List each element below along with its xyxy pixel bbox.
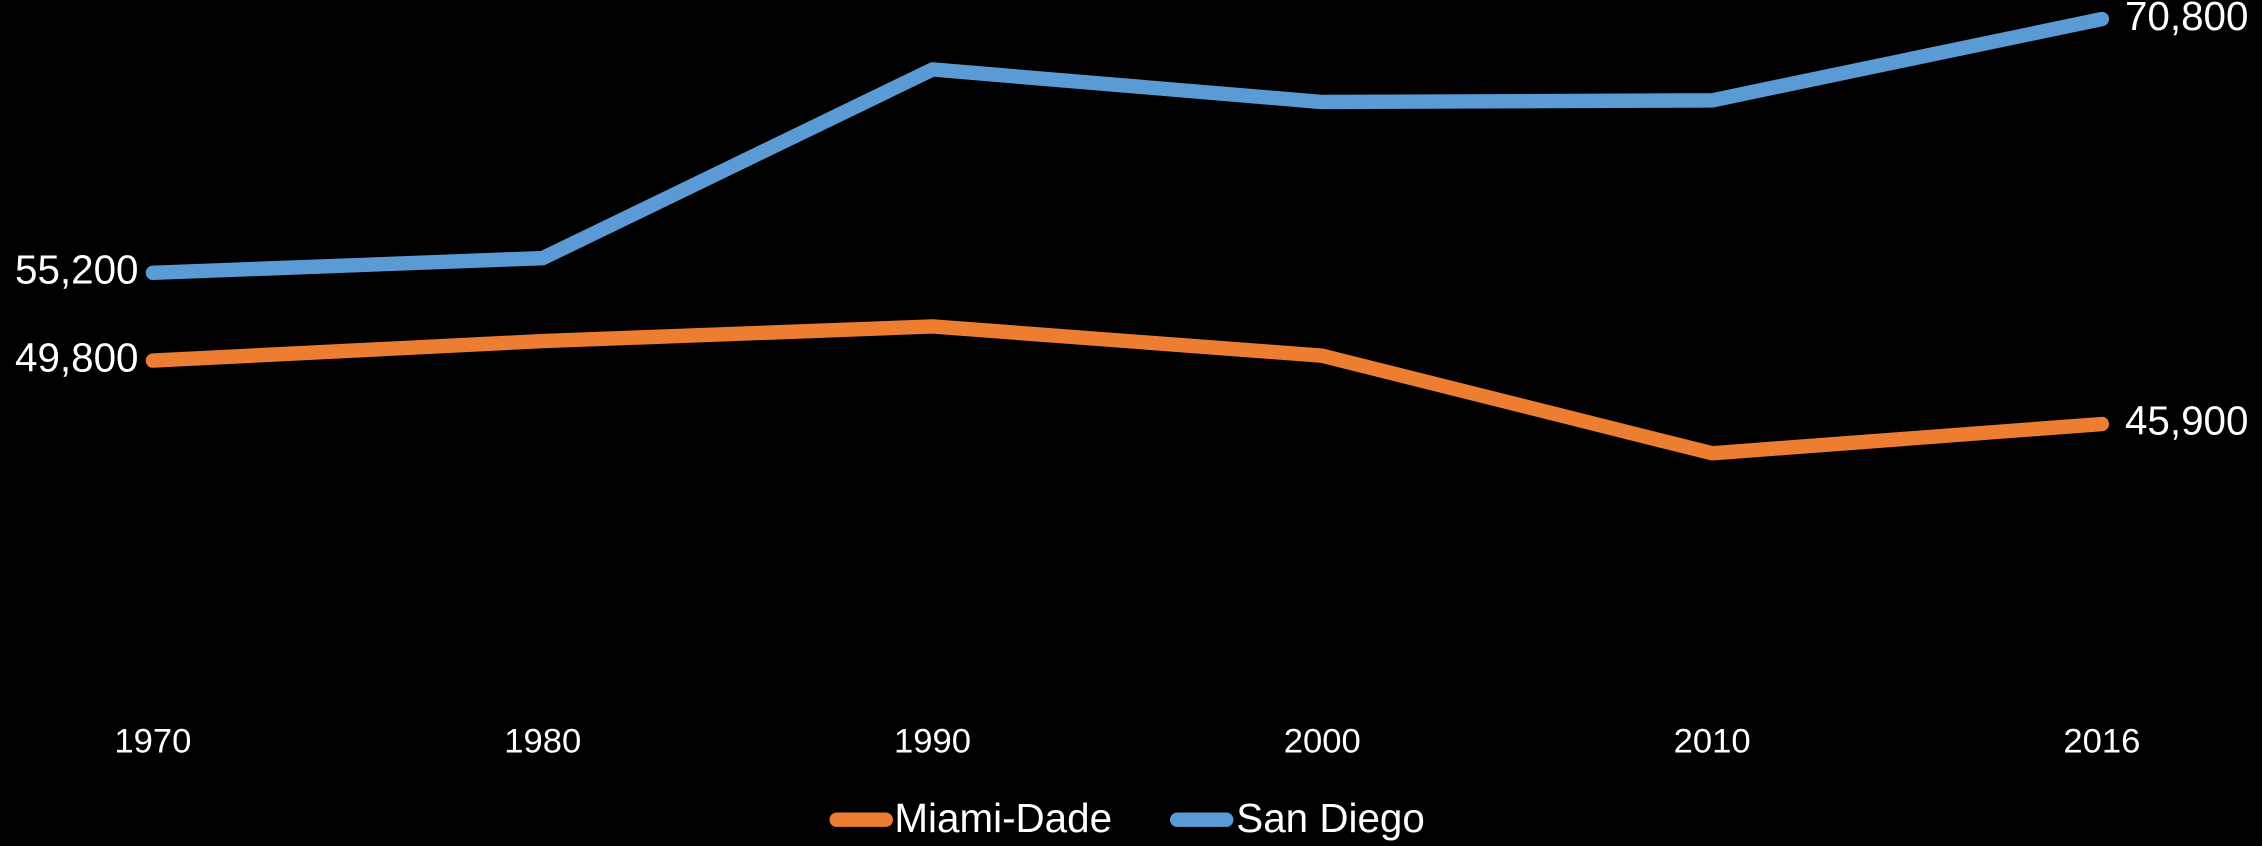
value-label: 55,200 — [15, 246, 139, 292]
x-tick-label: 1970 — [114, 722, 191, 760]
legend-label: San Diego — [1236, 795, 1425, 841]
value-label: 70,800 — [2125, 0, 2249, 39]
value-label: 45,900 — [2125, 398, 2249, 444]
series-line — [145, 11, 2110, 280]
x-tick-label: 2000 — [1284, 722, 1361, 760]
legend-label: Miami-Dade — [894, 795, 1112, 841]
series-line — [145, 319, 2110, 461]
x-tick-label: 1980 — [504, 722, 581, 760]
value-label: 49,800 — [15, 334, 139, 380]
x-tick-label: 1990 — [894, 722, 971, 760]
x-tick-label: 2016 — [2063, 722, 2140, 760]
x-tick-label: 2010 — [1674, 722, 1751, 760]
